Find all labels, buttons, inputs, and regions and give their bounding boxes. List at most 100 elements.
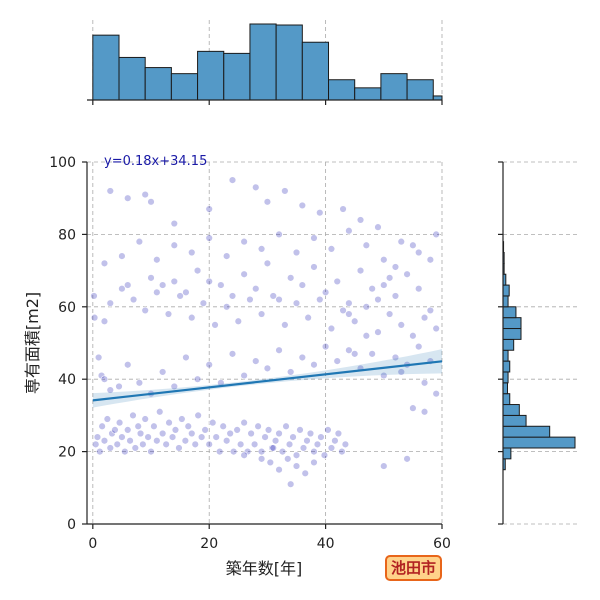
data-point-207 [252,183,260,192]
data-point-72 [317,433,325,441]
data-point-10 [115,418,124,427]
data-point-144 [199,299,208,307]
data-point-138 [269,292,277,300]
data-point-33 [181,437,190,445]
top-hist-bar-7 [275,24,303,101]
data-point-92 [90,313,99,322]
data-point-112 [298,353,307,362]
data-point-197 [397,237,405,246]
data-point-35 [188,429,196,438]
data-point-190 [275,230,283,239]
data-point-212 [339,205,347,213]
data-point-88 [269,444,277,452]
data-point-122 [415,342,423,351]
data-point-228 [351,350,359,358]
data-point-60 [275,429,283,438]
data-point-20 [141,415,149,423]
data-point-215 [391,263,400,271]
data-point-205 [205,205,213,213]
regression-equation: y=0.18x+34.15 [104,154,207,169]
data-point-11 [118,433,126,441]
data-point-166 [403,270,411,278]
data-point-109 [263,364,272,373]
data-point-26 [158,429,167,438]
data-point-49 [236,440,245,449]
data-point-81 [266,458,275,467]
data-point-130 [362,303,371,311]
data-point-132 [339,306,347,315]
data-point-101 [170,382,178,391]
data-point-216 [409,241,417,249]
data-point-164 [356,266,365,275]
data-point-70 [310,447,318,456]
data-point-124 [432,324,440,333]
data-point-113 [310,361,318,369]
data-point-185 [188,248,196,257]
data-point-225 [385,274,394,282]
y-tick-label-40: 40 [58,372,76,388]
y-tick-label-80: 80 [58,227,76,243]
data-point-135 [304,313,312,322]
data-point-47 [229,447,238,456]
right-hist-bar-21 [502,284,510,297]
top-hist-bar-1 [118,56,146,101]
data-point-59 [271,437,280,445]
data-point-142 [222,303,231,311]
data-point-220 [380,462,388,470]
data-point-217 [426,306,435,315]
data-point-61 [278,447,287,456]
data-point-42 [212,433,220,441]
top-hist-bar-13 [432,95,443,101]
scatter-points [90,176,440,488]
data-point-24 [153,437,161,445]
data-point-44 [219,422,227,430]
data-point-128 [385,310,394,318]
data-point-39 [201,426,209,434]
data-point-221 [403,455,411,463]
data-point-19 [139,440,147,449]
data-point-150 [129,295,138,304]
data-point-143 [211,321,219,329]
x-tick-label-60: 60 [433,536,451,552]
regression-confidence-band [92,349,442,408]
data-point-120 [391,353,400,362]
data-point-156 [170,277,178,286]
data-point-86 [310,458,318,467]
data-point-227 [362,332,371,340]
data-point-82 [275,466,283,474]
y-tick-label-0: 0 [67,517,76,533]
data-point-65 [292,451,301,459]
data-point-195 [362,241,371,249]
data-point-111 [286,368,295,376]
data-point-75 [327,444,336,452]
city-badge: 池田市 [385,555,443,581]
data-point-183 [153,256,161,264]
data-point-3 [98,422,106,430]
data-point-29 [168,433,177,441]
data-point-206 [228,176,237,184]
data-point-187 [222,252,231,260]
data-point-89 [240,451,248,459]
data-point-223 [432,389,440,398]
data-point-145 [188,313,196,322]
data-point-84 [292,462,301,470]
top-hist-bar-8 [301,41,330,101]
data-point-168 [415,285,423,293]
data-point-34 [184,422,192,430]
top-hist-ticks [92,100,443,105]
x-tick-label-40: 40 [317,536,335,552]
data-point-102 [182,353,190,362]
data-point-74 [324,426,332,434]
y-tick-label-100: 100 [49,155,76,171]
data-point-0 [92,440,100,449]
data-point-133 [327,324,336,333]
top-hist-bar-0 [92,34,120,101]
data-point-200 [106,187,114,195]
right-hist-bar-12 [502,382,508,395]
data-point-106 [228,350,237,358]
data-point-23 [150,422,158,430]
right-hist-bar-19 [502,306,517,319]
y-axis-label: 専有面積[m2] [23,292,42,394]
top-hist-bar-12 [406,79,434,101]
data-point-192 [310,234,318,242]
